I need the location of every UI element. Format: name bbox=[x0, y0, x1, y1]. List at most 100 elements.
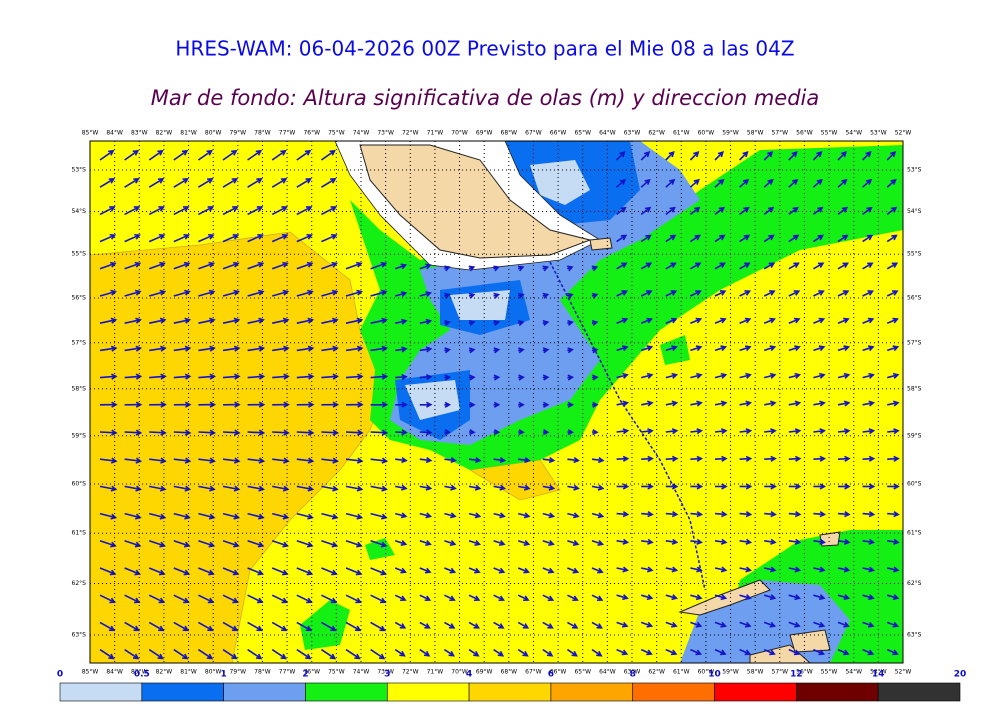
direction-arrow bbox=[271, 594, 289, 604]
direction-arrow bbox=[271, 178, 288, 188]
direction-arrow bbox=[641, 538, 654, 545]
map-field bbox=[90, 141, 903, 663]
direction-arrow bbox=[764, 538, 777, 545]
direction-arrow bbox=[320, 648, 337, 660]
direction-arrow bbox=[370, 373, 389, 380]
direction-arrow bbox=[788, 178, 799, 188]
direction-arrow bbox=[640, 594, 654, 601]
direction-arrow bbox=[198, 373, 217, 380]
direction-arrow bbox=[444, 374, 452, 381]
lon-label: 75°W bbox=[328, 669, 345, 676]
direction-arrow bbox=[517, 512, 531, 519]
direction-arrow bbox=[444, 265, 451, 272]
direction-arrow bbox=[886, 345, 900, 352]
direction-arrow bbox=[444, 401, 452, 408]
direction-arrow bbox=[468, 292, 476, 299]
lon-label: 58°W bbox=[747, 669, 764, 676]
direction-arrow bbox=[739, 594, 752, 601]
direction-arrow bbox=[862, 262, 874, 270]
direction-arrow bbox=[641, 455, 654, 462]
direction-arrow bbox=[739, 234, 751, 243]
direction-arrow bbox=[493, 347, 501, 354]
direction-arrow bbox=[665, 290, 678, 297]
direction-arrow bbox=[247, 401, 266, 408]
direction-arrow bbox=[296, 373, 315, 380]
direction-arrow bbox=[321, 206, 338, 216]
direction-arrow bbox=[616, 483, 630, 490]
direction-arrow bbox=[173, 567, 191, 576]
direction-arrow bbox=[665, 566, 679, 573]
direction-arrow bbox=[641, 428, 654, 435]
direction-arrow bbox=[345, 289, 363, 297]
direction-arrow bbox=[837, 178, 848, 188]
colorbar-segment bbox=[386, 682, 470, 702]
direction-arrow bbox=[271, 621, 288, 632]
direction-arrow bbox=[444, 347, 451, 354]
direction-arrow bbox=[567, 374, 575, 381]
direction-arrow bbox=[813, 345, 826, 352]
direction-arrow bbox=[813, 511, 827, 518]
direction-arrow bbox=[99, 540, 117, 548]
direction-arrow bbox=[739, 483, 753, 490]
lon-label: 63°W bbox=[624, 130, 641, 137]
direction-arrow bbox=[149, 485, 167, 492]
colorbar-label: 14 bbox=[872, 670, 885, 680]
direction-arrow bbox=[862, 372, 875, 379]
direction-arrow bbox=[763, 262, 776, 270]
lon-label: 73°W bbox=[377, 669, 394, 676]
direction-arrow bbox=[763, 290, 776, 297]
direction-arrow bbox=[665, 428, 679, 435]
direction-arrow bbox=[148, 178, 165, 188]
direction-arrow bbox=[837, 345, 851, 352]
lat-label: 56°S bbox=[72, 294, 87, 301]
direction-arrow bbox=[173, 178, 189, 188]
direction-arrow bbox=[173, 648, 189, 660]
direction-arrow bbox=[173, 149, 189, 161]
direction-arrow bbox=[862, 594, 875, 601]
direction-arrow bbox=[837, 400, 851, 407]
direction-arrow bbox=[837, 290, 850, 297]
colorbar-segment bbox=[796, 682, 879, 702]
direction-arrow bbox=[493, 265, 500, 272]
direction-arrow bbox=[567, 265, 574, 272]
direction-arrow bbox=[591, 512, 605, 519]
direction-arrow bbox=[542, 319, 550, 327]
direction-arrow bbox=[271, 512, 290, 520]
direction-arrow bbox=[124, 567, 141, 576]
direction-arrow bbox=[591, 374, 599, 381]
direction-arrow bbox=[99, 457, 118, 464]
direction-arrow bbox=[320, 178, 337, 188]
lat-label: 63°S bbox=[72, 632, 87, 639]
colorbar-segment bbox=[877, 682, 961, 702]
direction-arrow bbox=[99, 512, 118, 520]
direction-arrow bbox=[813, 648, 826, 656]
direction-arrow bbox=[788, 511, 802, 518]
direction-arrow bbox=[394, 291, 408, 298]
direction-arrow bbox=[665, 400, 679, 407]
direction-arrow bbox=[149, 373, 167, 380]
direction-arrow bbox=[198, 621, 214, 632]
direction-arrow bbox=[641, 566, 654, 573]
direction-arrow bbox=[517, 594, 530, 602]
direction-arrow bbox=[616, 566, 629, 573]
direction-arrow bbox=[542, 540, 555, 546]
direction-arrow bbox=[591, 456, 605, 464]
direction-arrow bbox=[591, 401, 599, 408]
direction-arrow bbox=[591, 648, 603, 657]
direction-arrow bbox=[370, 345, 389, 352]
colorbar-label: 0 bbox=[57, 670, 63, 680]
lon-label: 76°W bbox=[303, 130, 320, 137]
direction-arrow bbox=[567, 621, 579, 629]
direction-arrow bbox=[714, 345, 728, 352]
direction-arrow bbox=[468, 648, 480, 657]
lon-label: 78°W bbox=[254, 669, 271, 676]
direction-arrow bbox=[149, 429, 167, 436]
lon-label: 83°W bbox=[131, 130, 148, 137]
direction-arrow bbox=[395, 346, 408, 353]
direction-arrow bbox=[813, 400, 826, 407]
direction-arrow bbox=[173, 485, 192, 492]
direction-arrow bbox=[518, 401, 525, 408]
direction-arrow bbox=[247, 178, 263, 188]
direction-arrow bbox=[419, 401, 433, 408]
